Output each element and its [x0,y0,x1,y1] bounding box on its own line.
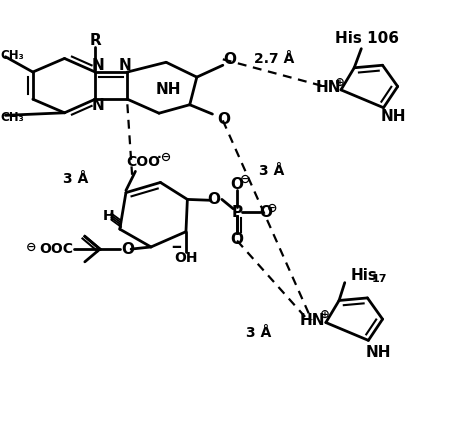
Text: ⊕: ⊕ [319,308,329,321]
Text: N: N [91,98,104,113]
Text: ⊖: ⊖ [26,241,36,254]
Text: CH₃: CH₃ [0,110,25,124]
Text: N: N [118,58,131,73]
Text: NH: NH [380,109,406,124]
Text: ·⊖: ·⊖ [157,151,173,164]
Text: O: O [223,52,237,67]
Text: His: His [350,268,377,283]
Text: HN: HN [316,80,341,95]
Text: O: O [207,192,220,207]
Text: HN: HN [300,313,325,328]
Text: R: R [89,33,101,48]
Text: O: O [259,204,272,220]
Text: His 106: His 106 [335,32,399,46]
Text: 2.7 Å: 2.7 Å [254,52,294,66]
Text: O: O [230,232,244,247]
Text: COO: COO [127,155,160,169]
Text: P: P [231,205,243,221]
Text: ⊖: ⊖ [267,201,277,214]
Text: O: O [230,177,244,192]
Text: ⊖: ⊖ [239,173,250,186]
Text: OOC: OOC [39,242,73,256]
Text: 3 Å: 3 Å [246,326,271,340]
Text: O: O [121,242,134,256]
Text: 3 Å: 3 Å [63,172,88,186]
Text: H: H [103,209,114,223]
Text: NH: NH [366,345,392,360]
Text: 3 Å: 3 Å [259,164,285,178]
Text: OH: OH [174,251,198,265]
Text: ⊕: ⊕ [335,76,345,89]
Text: 17: 17 [372,274,387,284]
Text: N: N [91,58,104,73]
Text: CH₃: CH₃ [0,49,25,62]
Text: NH: NH [156,82,181,98]
Text: O: O [217,112,230,127]
